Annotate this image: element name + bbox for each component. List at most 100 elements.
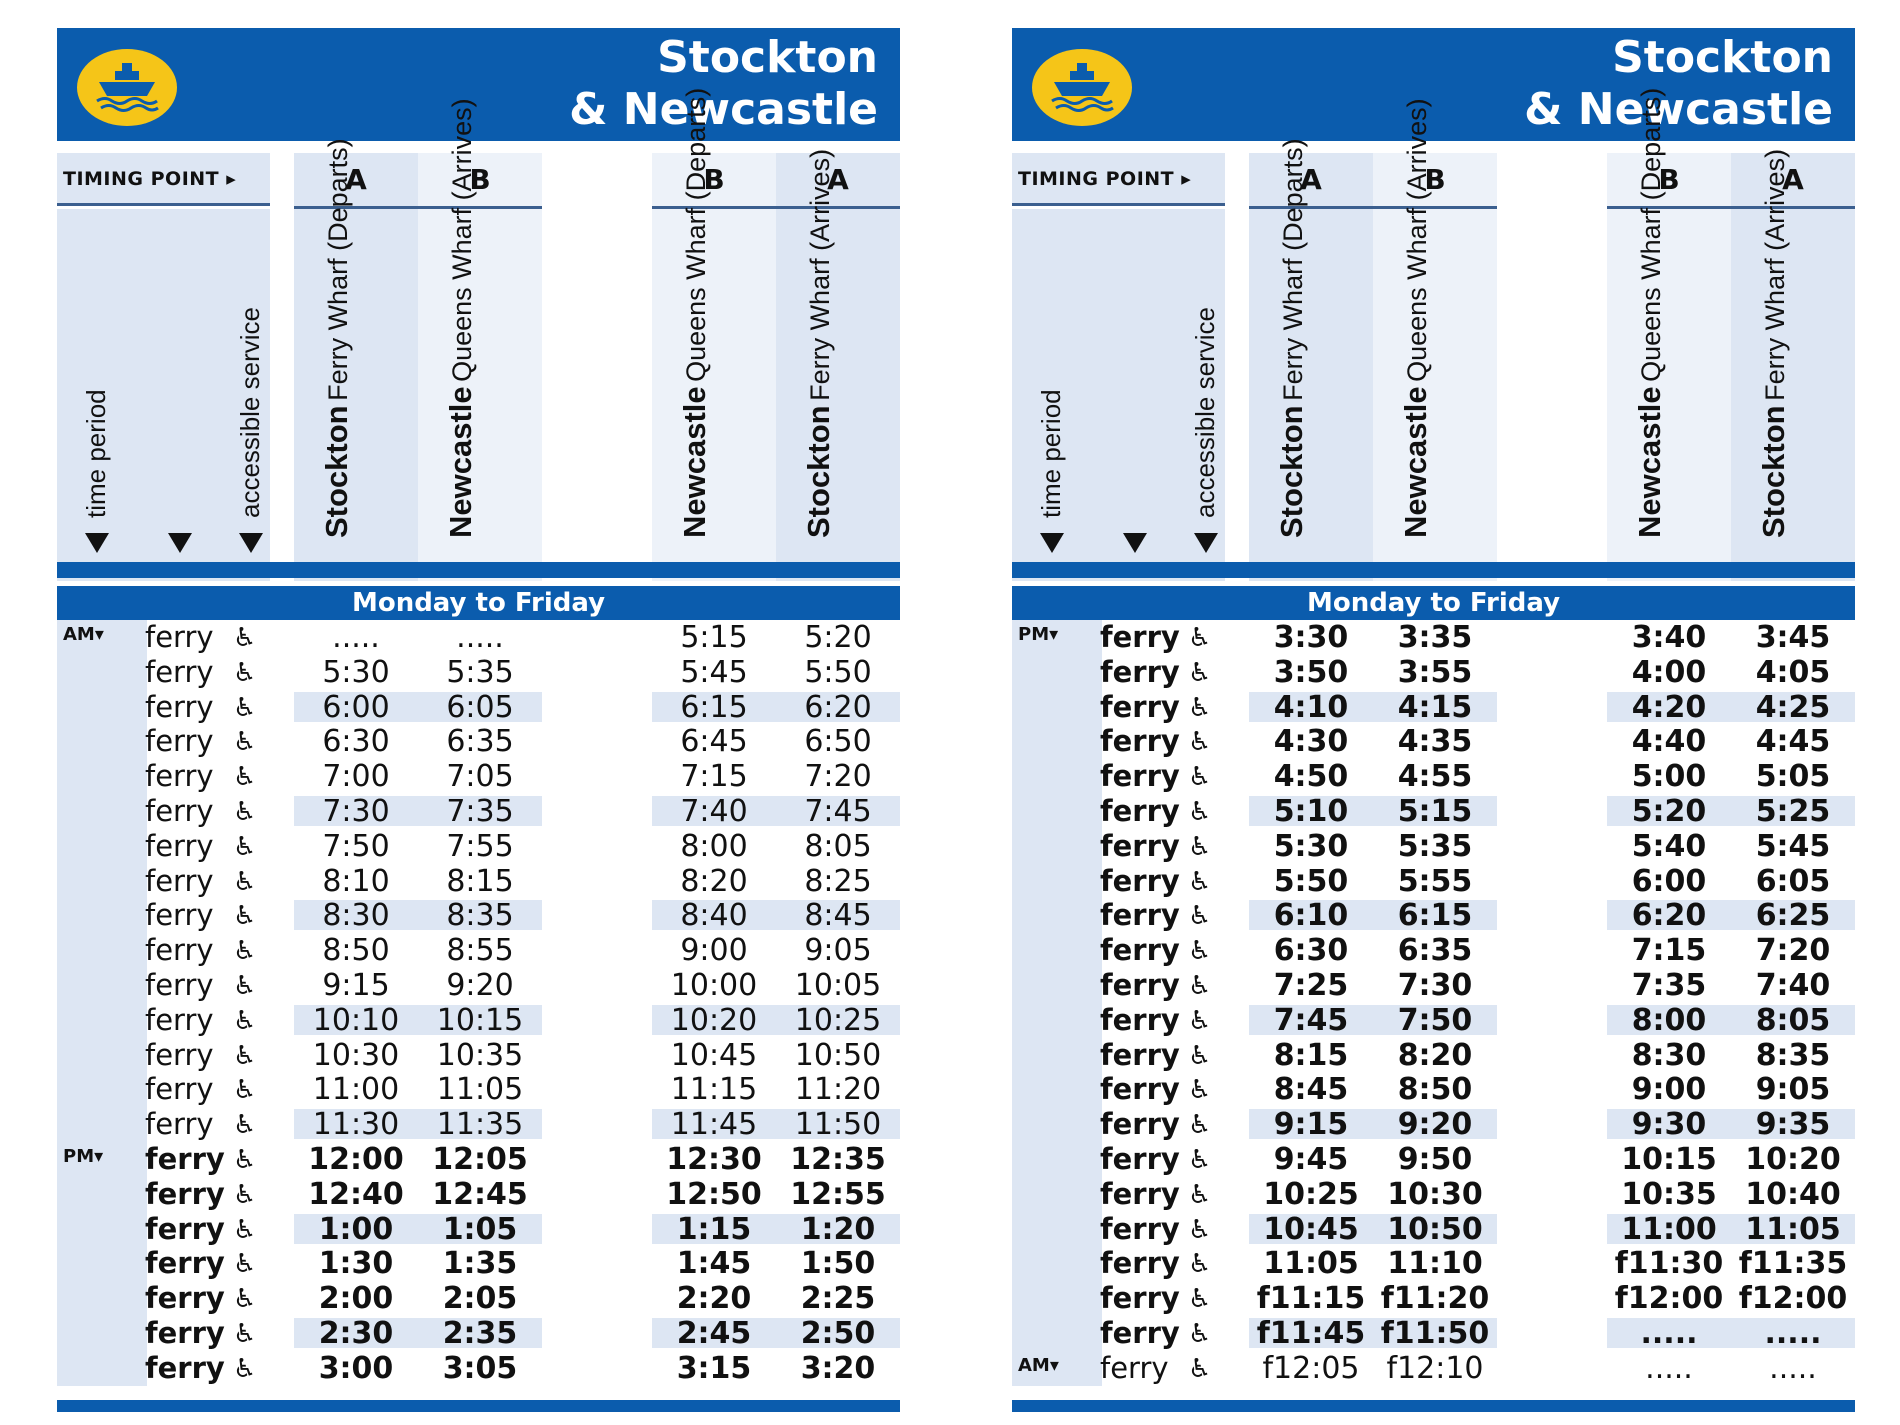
table-row: ferry ♿ 8:30 8:35 8:40 8:45	[57, 898, 900, 933]
table-row: AM▾ ferry ♿ f12:05 f12:10..........	[1012, 1350, 1855, 1386]
timetable-panel-left: Stockton & Newcastle TIMING POINT ▸ A B …	[57, 28, 900, 1412]
down-arrow-icon	[168, 533, 192, 553]
timing-point-cell: A	[1249, 153, 1373, 209]
service-mode: ferry	[145, 1316, 225, 1350]
stop-sub: Ferry Wharf (Arrives)	[805, 148, 835, 401]
table-row: ferry ♿ 7:30 7:35 7:40 7:45	[57, 794, 900, 829]
stop-name: Stockton	[1274, 405, 1309, 538]
stop-header: Newcastle Queens Wharf (Departs)	[677, 88, 713, 538]
wheelchair-icon: ♿	[1188, 1179, 1212, 1210]
service-mode: ferry	[145, 1281, 225, 1316]
label-column-tint	[57, 1002, 147, 1038]
service-mode: ferry	[1100, 1107, 1180, 1142]
column-header-bg	[1607, 209, 1731, 581]
time-cell: 4:00	[1631, 654, 1707, 690]
row-shade	[1607, 1318, 1855, 1348]
stop-header: Newcastle Queens Wharf (Arrives)	[443, 98, 479, 538]
time-cell: 6:15	[1397, 898, 1473, 934]
label-column-tint	[1012, 654, 1102, 690]
row-shade	[294, 1318, 542, 1348]
time-cell: 10:40	[1745, 1176, 1841, 1212]
service-mode: ferry	[145, 1246, 225, 1281]
title-line-2: & Newcastle	[569, 84, 878, 135]
row-shade	[652, 796, 900, 826]
time-cell: 1:45	[676, 1246, 752, 1282]
row-shade	[294, 796, 542, 826]
time-cell: 1:30	[318, 1246, 394, 1282]
time-cell: 6:35	[446, 724, 514, 760]
time-cell: 12:50	[666, 1176, 762, 1212]
row-shade	[1607, 900, 1855, 931]
time-cell: 12:45	[432, 1176, 528, 1212]
time-cell: 10:10	[312, 1002, 400, 1038]
time-cell: f12:05	[1262, 1350, 1360, 1386]
label-column-tint	[57, 620, 147, 655]
time-cell: 10:15	[1621, 1142, 1717, 1177]
time-cell: 5:15	[1397, 794, 1473, 829]
time-cell: 2:00	[318, 1281, 394, 1317]
service-mode: ferry	[1100, 1211, 1180, 1246]
time-cell: 9:00	[680, 933, 748, 969]
time-cell: 2:45	[676, 1316, 752, 1351]
time-cell: f11:50	[1380, 1316, 1490, 1351]
time-cell: 7:50	[1397, 1002, 1473, 1038]
service-mode: ferry	[1100, 759, 1180, 794]
time-cell: 5:15	[680, 620, 748, 655]
time-cell: 8:30	[322, 898, 390, 934]
time-cell: 11:05	[1745, 1211, 1841, 1247]
wheelchair-icon: ♿	[233, 1179, 257, 1210]
service-mode: ferry	[145, 1072, 214, 1107]
wheelchair-icon: ♿	[233, 692, 257, 723]
time-cell: 7:35	[446, 794, 514, 829]
label-column-tint	[57, 863, 147, 899]
time-cell: 8:20	[1397, 1037, 1473, 1073]
wheelchair-icon: ♿	[233, 971, 257, 1001]
service-mode: ferry	[145, 933, 214, 968]
time-cell: 10:15	[436, 1002, 524, 1038]
time-cell: 10:35	[436, 1037, 524, 1073]
time-cell: 3:55	[1397, 654, 1473, 690]
wheelchair-icon: ♿	[233, 1214, 257, 1245]
time-cell: 5:30	[322, 654, 390, 690]
time-cell: 5:55	[1397, 863, 1473, 899]
time-cell: 7:05	[446, 759, 514, 795]
column-header-bg	[1373, 209, 1497, 581]
time-cell: 6:25	[1755, 898, 1831, 934]
time-cell: f12:10	[1386, 1350, 1484, 1386]
time-cell: 6:15	[680, 689, 748, 725]
label-column-tint	[57, 1211, 147, 1247]
stop-header: Newcastle Queens Wharf (Arrives)	[1398, 98, 1434, 538]
time-cell: 9:20	[1397, 1107, 1473, 1143]
label-column-tint	[1012, 689, 1102, 725]
time-cell: 10:25	[794, 1002, 882, 1038]
label-column-tint	[57, 1246, 147, 1282]
time-cell: 2:30	[318, 1316, 394, 1351]
table-row: ferry ♿ 8:10 8:15 8:20 8:25	[57, 863, 900, 899]
time-cell: 1:15	[676, 1211, 752, 1247]
timing-point-row: TIMING POINT ▸ A B B A	[1012, 153, 1855, 209]
stop-sub: Queens Wharf (Departs)	[681, 87, 711, 382]
service-mode: ferry	[1100, 654, 1180, 689]
service-mode: ferry	[145, 1176, 225, 1211]
time-cell: 8:40	[680, 898, 748, 934]
time-cell: 7:30	[322, 794, 390, 829]
time-cell: 12:35	[790, 1142, 886, 1177]
time-cell: 12:05	[432, 1142, 528, 1177]
time-cell: 11:45	[670, 1107, 758, 1143]
time-cell: 5:00	[1631, 759, 1707, 795]
table-row: ferry ♿ 1:00 1:05 1:15 1:20	[57, 1211, 900, 1247]
label-column-tint	[1012, 933, 1102, 968]
wheelchair-icon: ♿	[1188, 1040, 1212, 1071]
wheelchair-icon: ♿	[233, 1075, 257, 1106]
service-mode: ferry	[1100, 863, 1180, 898]
column-header-bg	[652, 209, 776, 581]
wheelchair-icon: ♿	[233, 762, 257, 793]
row-shade	[1607, 1109, 1855, 1140]
label-column-tint	[57, 1281, 147, 1316]
time-cell: 4:15	[1397, 689, 1473, 725]
wheelchair-icon: ♿	[233, 1145, 257, 1175]
time-cell: 3:50	[1273, 654, 1349, 690]
label-column-tint	[57, 898, 147, 934]
time-cell: 3:30	[1273, 620, 1349, 655]
panel-title: Stockton & Newcastle	[1524, 32, 1833, 136]
